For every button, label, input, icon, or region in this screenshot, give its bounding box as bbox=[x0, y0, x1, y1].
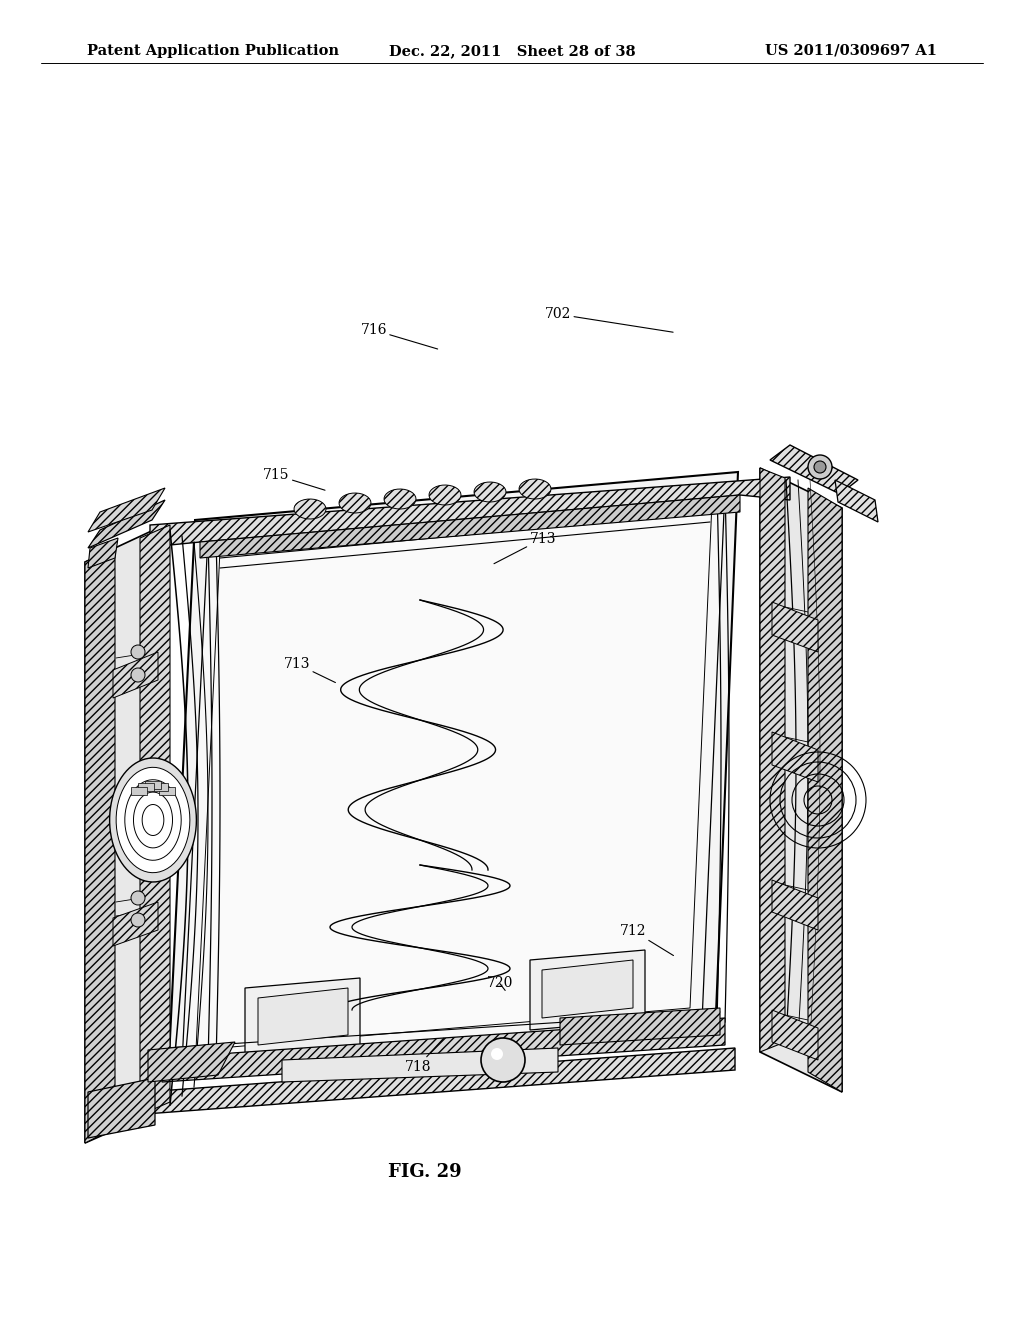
Polygon shape bbox=[88, 539, 118, 568]
Polygon shape bbox=[150, 477, 790, 546]
Polygon shape bbox=[125, 780, 181, 861]
Polygon shape bbox=[148, 1041, 234, 1082]
Polygon shape bbox=[772, 1010, 818, 1060]
Polygon shape bbox=[88, 1078, 155, 1138]
Polygon shape bbox=[282, 1048, 558, 1082]
Circle shape bbox=[808, 455, 831, 479]
Polygon shape bbox=[153, 783, 168, 791]
Polygon shape bbox=[474, 482, 506, 502]
Polygon shape bbox=[140, 525, 170, 1115]
Polygon shape bbox=[168, 473, 738, 1080]
Circle shape bbox=[131, 891, 145, 906]
Polygon shape bbox=[560, 1008, 720, 1045]
Polygon shape bbox=[113, 652, 158, 698]
Polygon shape bbox=[429, 484, 461, 506]
Polygon shape bbox=[145, 781, 161, 789]
Polygon shape bbox=[542, 960, 633, 1018]
Circle shape bbox=[490, 1048, 503, 1060]
Text: Dec. 22, 2011   Sheet 28 of 38: Dec. 22, 2011 Sheet 28 of 38 bbox=[389, 44, 635, 58]
Polygon shape bbox=[113, 902, 158, 946]
Circle shape bbox=[131, 668, 145, 682]
Text: 715: 715 bbox=[263, 469, 325, 490]
Polygon shape bbox=[772, 602, 818, 652]
Polygon shape bbox=[200, 495, 740, 558]
Text: 713: 713 bbox=[494, 532, 556, 564]
Text: 712: 712 bbox=[620, 924, 674, 956]
Polygon shape bbox=[88, 488, 165, 532]
Polygon shape bbox=[384, 488, 416, 510]
Polygon shape bbox=[133, 792, 172, 847]
Text: US 2011/0309697 A1: US 2011/0309697 A1 bbox=[765, 44, 937, 58]
Text: 718: 718 bbox=[404, 1039, 443, 1073]
Text: FIG. 29: FIG. 29 bbox=[388, 1163, 462, 1181]
Polygon shape bbox=[808, 488, 842, 1092]
Polygon shape bbox=[182, 488, 725, 1064]
Polygon shape bbox=[772, 733, 818, 781]
Polygon shape bbox=[294, 499, 326, 519]
Text: 720: 720 bbox=[486, 977, 513, 990]
Polygon shape bbox=[85, 546, 115, 1143]
Polygon shape bbox=[131, 787, 147, 795]
Polygon shape bbox=[162, 1018, 725, 1082]
Polygon shape bbox=[196, 502, 712, 1049]
Circle shape bbox=[131, 913, 145, 927]
Polygon shape bbox=[88, 500, 165, 548]
Text: 702: 702 bbox=[545, 308, 673, 333]
Polygon shape bbox=[339, 492, 371, 513]
Text: 713: 713 bbox=[284, 657, 336, 682]
Polygon shape bbox=[835, 480, 878, 521]
Polygon shape bbox=[519, 479, 551, 499]
Polygon shape bbox=[116, 767, 189, 873]
Text: 716: 716 bbox=[360, 323, 437, 348]
Circle shape bbox=[814, 461, 826, 473]
Polygon shape bbox=[530, 950, 645, 1030]
Text: Patent Application Publication: Patent Application Publication bbox=[87, 44, 339, 58]
Polygon shape bbox=[142, 804, 164, 836]
Polygon shape bbox=[760, 469, 785, 1052]
Polygon shape bbox=[258, 987, 348, 1045]
Circle shape bbox=[481, 1038, 525, 1082]
Polygon shape bbox=[760, 469, 842, 1092]
Polygon shape bbox=[159, 787, 175, 795]
Polygon shape bbox=[772, 880, 818, 931]
Polygon shape bbox=[110, 758, 197, 882]
Polygon shape bbox=[245, 978, 360, 1059]
Polygon shape bbox=[770, 445, 858, 494]
Polygon shape bbox=[145, 1048, 735, 1114]
Polygon shape bbox=[85, 527, 160, 1143]
Circle shape bbox=[131, 645, 145, 659]
Polygon shape bbox=[138, 783, 154, 791]
